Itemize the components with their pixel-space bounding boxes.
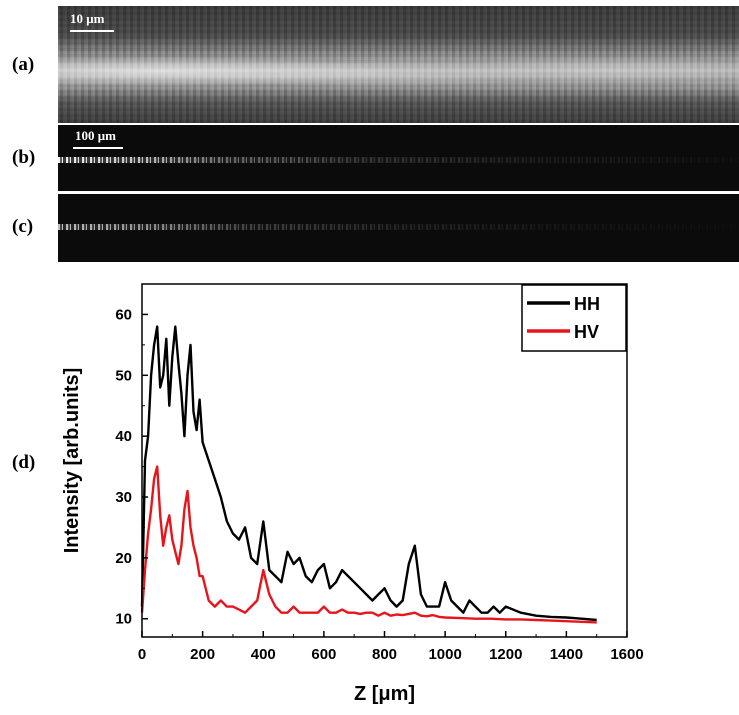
y-axis-label: Intensity [arb.units] — [61, 368, 83, 554]
x-tick-label-400: 400 — [251, 646, 276, 663]
x-tick-label-1600: 1600 — [610, 646, 643, 663]
micrograph-a: 10 μm — [58, 6, 739, 123]
legend-box — [521, 284, 627, 352]
x-axis-label: Z [μm] — [354, 683, 415, 705]
panel-label-c: (c) — [12, 216, 34, 237]
panel-label-d: (d) — [12, 452, 36, 473]
x-tick-label-800: 800 — [372, 646, 397, 663]
micrograph-b: 100 μm — [58, 125, 739, 191]
panel-label-b: (b) — [12, 147, 36, 168]
micrograph-c — [58, 194, 739, 262]
scattering-beam-b — [58, 157, 739, 163]
scalebar-b-label: 100 μm — [75, 128, 116, 143]
x-tick-label-1000: 1000 — [428, 646, 461, 663]
x-tick-label-1400: 1400 — [550, 646, 583, 663]
y-tick-label-60: 60 — [115, 306, 132, 323]
scalebar-a-line — [70, 30, 114, 32]
scattering-beam-c — [58, 224, 739, 230]
x-tick-label-200: 200 — [190, 646, 215, 663]
legend-label-hh: HH — [574, 294, 600, 314]
micrograph-a-texture — [58, 6, 739, 123]
legend: HH HV — [521, 284, 627, 352]
y-tick-label-40: 40 — [115, 428, 132, 445]
x-tick-label-1200: 1200 — [489, 646, 522, 663]
y-tick-label-50: 50 — [115, 367, 132, 384]
scalebar-a-label: 10 μm — [70, 11, 105, 26]
scalebar-b-line — [73, 147, 123, 149]
series-line-hh — [140, 325, 597, 622]
y-tick-label-30: 30 — [115, 489, 132, 506]
y-tick-label-10: 10 — [115, 611, 132, 628]
plot-frame — [141, 283, 628, 638]
y-tick-label-20: 20 — [115, 550, 132, 567]
x-tick-label-0: 0 — [138, 646, 146, 663]
panel-label-a: (a) — [12, 54, 35, 75]
series-group — [140, 325, 597, 624]
series-line-hv — [140, 465, 597, 624]
legend-label-hv: HV — [574, 322, 599, 342]
x-tick-label-600: 600 — [311, 646, 336, 663]
ticks-group: 0 200 400 600 800 1000 1200 1400 1600 10 20 30 40 50 6… — [115, 306, 643, 663]
intensity-chart: 0 200 400 600 800 1000 1200 1400 1600 10 20 30 40 50 6… — [61, 283, 644, 705]
